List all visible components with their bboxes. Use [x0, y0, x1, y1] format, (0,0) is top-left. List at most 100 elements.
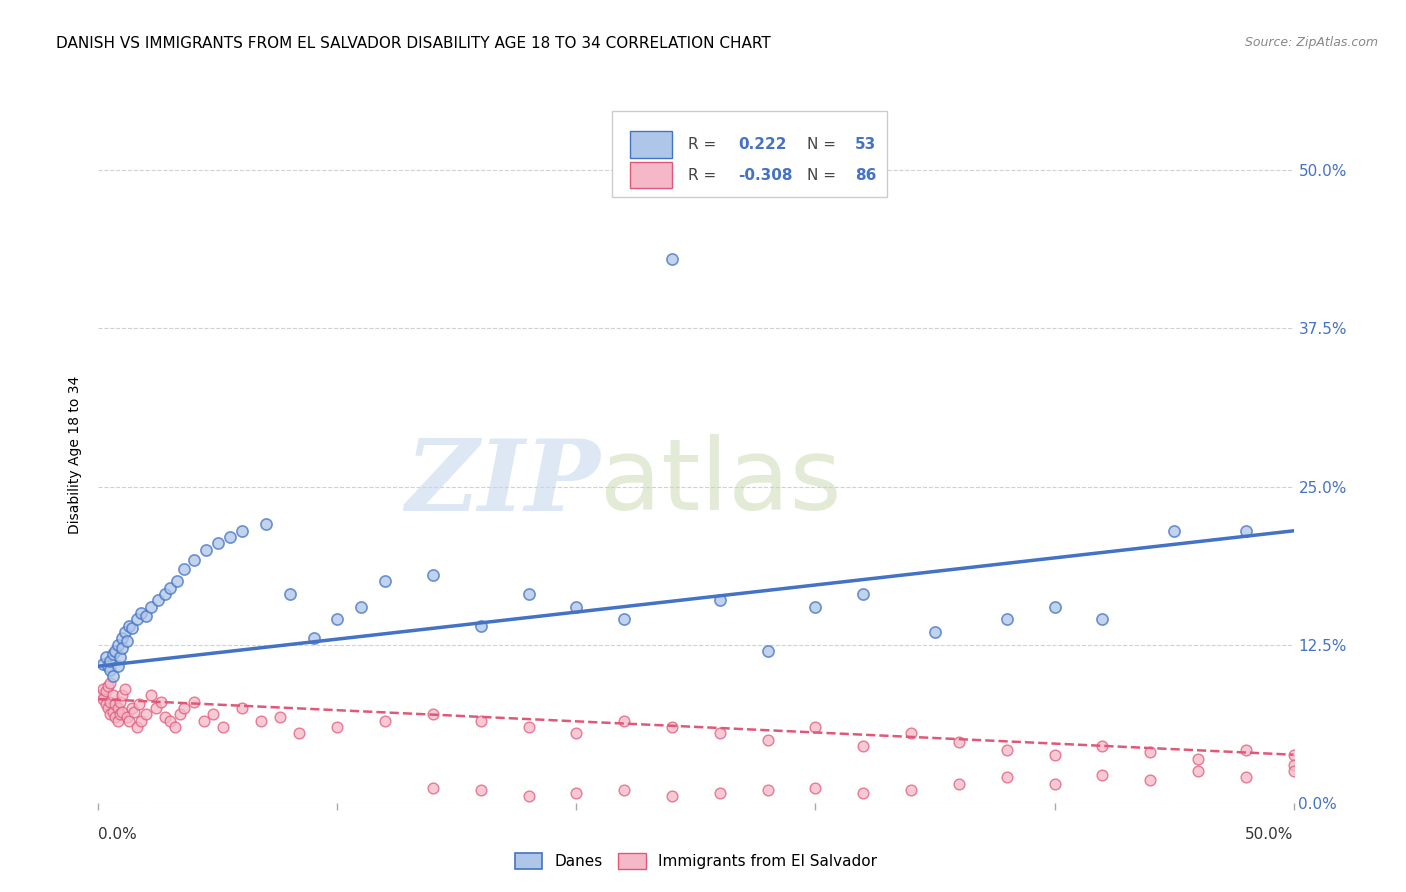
Point — [98, 695, 122, 709]
Point — [124, 705, 146, 719]
Point — [91, 657, 114, 671]
Point — [183, 553, 205, 567]
Point — [104, 697, 127, 711]
Point — [125, 612, 148, 626]
Point — [565, 786, 588, 800]
Point — [852, 739, 875, 753]
Point — [219, 530, 242, 544]
Point — [613, 783, 636, 797]
Point — [231, 524, 253, 538]
Point — [278, 587, 301, 601]
Point — [155, 587, 177, 601]
Point — [121, 701, 143, 715]
Text: 0.0%: 0.0% — [98, 827, 138, 841]
Point — [118, 714, 141, 728]
Point — [1234, 524, 1257, 538]
Point — [995, 612, 1018, 626]
Point — [98, 654, 122, 668]
Point — [193, 714, 215, 728]
Point — [1282, 757, 1305, 772]
Point — [131, 606, 153, 620]
Point — [1043, 599, 1066, 614]
Point — [111, 632, 134, 646]
Point — [135, 608, 157, 623]
Text: N =: N = — [807, 168, 837, 183]
Point — [1091, 739, 1114, 753]
Point — [1163, 524, 1185, 538]
Point — [98, 707, 122, 722]
FancyBboxPatch shape — [630, 131, 672, 158]
Point — [756, 644, 779, 658]
Point — [756, 732, 779, 747]
Point — [709, 593, 731, 607]
Point — [374, 574, 396, 589]
Point — [155, 710, 177, 724]
Point — [1043, 777, 1066, 791]
Point — [111, 705, 134, 719]
Point — [202, 707, 225, 722]
Point — [613, 612, 636, 626]
Point — [804, 599, 827, 614]
Point — [422, 780, 444, 795]
Point — [250, 714, 273, 728]
Text: R =: R = — [688, 137, 716, 153]
FancyBboxPatch shape — [613, 111, 887, 197]
Point — [115, 633, 138, 648]
Point — [104, 644, 127, 658]
Point — [94, 697, 117, 711]
Point — [470, 783, 492, 797]
Point — [118, 618, 141, 632]
Point — [135, 707, 157, 722]
Point — [107, 714, 129, 728]
Point — [995, 742, 1018, 756]
Point — [661, 720, 683, 734]
Point — [159, 714, 181, 728]
Point — [565, 726, 588, 740]
Point — [804, 720, 827, 734]
Text: 86: 86 — [855, 168, 876, 183]
Point — [131, 714, 153, 728]
Point — [1234, 742, 1257, 756]
Text: DANISH VS IMMIGRANTS FROM EL SALVADOR DISABILITY AGE 18 TO 34 CORRELATION CHART: DANISH VS IMMIGRANTS FROM EL SALVADOR DI… — [56, 36, 770, 51]
Point — [1139, 745, 1161, 759]
Point — [269, 710, 291, 724]
Point — [107, 638, 129, 652]
Point — [211, 720, 233, 734]
Text: ZIP: ZIP — [405, 434, 600, 531]
Point — [139, 688, 162, 702]
Point — [661, 252, 683, 266]
Point — [709, 726, 731, 740]
Point — [97, 680, 120, 694]
Legend: Danes, Immigrants from El Salvador: Danes, Immigrants from El Salvador — [509, 847, 883, 875]
Point — [98, 675, 122, 690]
Point — [183, 695, 205, 709]
Point — [470, 618, 492, 632]
Point — [948, 777, 970, 791]
Point — [350, 599, 373, 614]
Point — [326, 612, 349, 626]
Point — [948, 735, 970, 749]
Point — [1282, 764, 1305, 779]
Point — [804, 780, 827, 795]
Point — [169, 707, 191, 722]
Point — [101, 647, 124, 661]
Point — [470, 714, 492, 728]
Point — [90, 688, 112, 702]
Point — [114, 625, 136, 640]
Point — [108, 650, 131, 665]
Point — [374, 714, 396, 728]
Point — [104, 710, 127, 724]
Point — [924, 625, 946, 640]
Point — [326, 720, 349, 734]
Point — [1043, 747, 1066, 762]
Point — [194, 542, 218, 557]
Point — [159, 581, 181, 595]
Text: 53: 53 — [855, 137, 876, 153]
Point — [98, 663, 122, 677]
Point — [114, 681, 136, 696]
Point — [517, 720, 540, 734]
Point — [163, 720, 186, 734]
Text: R =: R = — [688, 168, 716, 183]
FancyBboxPatch shape — [630, 162, 672, 188]
Point — [101, 688, 124, 702]
